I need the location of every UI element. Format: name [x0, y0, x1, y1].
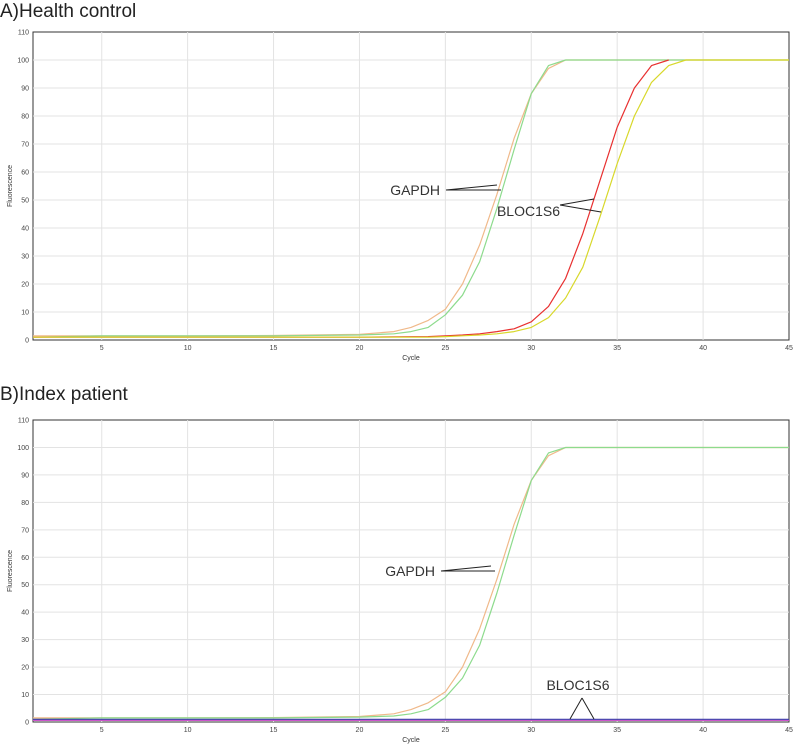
- y-tick-label: 80: [21, 500, 29, 507]
- y-tick-label: 110: [18, 418, 29, 425]
- y-tick-label: 0: [25, 338, 29, 345]
- bloc1s6-callout-pointer: [581, 697, 595, 720]
- y-axis-label: Fluorescence: [7, 550, 14, 592]
- x-tick-label: 20: [356, 727, 364, 734]
- x-tick-label: 35: [613, 727, 621, 734]
- y-tick-label: 100: [17, 445, 29, 452]
- gapdh-callout: GAPDH: [385, 563, 435, 579]
- y-tick-label: 60: [21, 170, 29, 177]
- y-axis-label: Fluorescence: [7, 165, 14, 207]
- y-tick-label: 80: [21, 114, 29, 121]
- y-tick-label: 0: [25, 720, 29, 727]
- series-line-2: [32, 59, 789, 338]
- x-tick-label: 20: [356, 345, 364, 352]
- plot-area: [32, 31, 790, 341]
- gapdh-callout: GAPDH: [390, 182, 440, 198]
- y-tick-label: 70: [21, 142, 29, 149]
- y-tick-label: 20: [21, 282, 29, 289]
- series-line-2: [32, 446, 789, 720]
- x-tick-label: 15: [270, 345, 278, 352]
- x-tick-label: 15: [270, 727, 278, 734]
- gapdh-callout-pointer: [445, 184, 498, 191]
- x-tick-label: 40: [699, 727, 707, 734]
- bloc1s6-callout: BLOC1S6: [546, 677, 609, 693]
- x-tick-label: 25: [441, 727, 449, 734]
- x-tick-label: 10: [184, 727, 192, 734]
- bloc1s6-callout: BLOC1S6: [497, 203, 560, 219]
- x-axis-label: Cycle: [402, 355, 420, 362]
- x-tick-label: 40: [699, 345, 707, 352]
- bloc1s6-callout-pointer: [559, 204, 602, 213]
- y-tick-label: 50: [21, 582, 29, 589]
- x-tick-label: 35: [613, 345, 621, 352]
- x-tick-label: 45: [785, 345, 793, 352]
- y-tick-label: 20: [21, 665, 29, 672]
- x-tick-label: 25: [441, 345, 449, 352]
- y-tick-label: 70: [21, 527, 29, 534]
- bloc1s6-callout-pointer: [569, 697, 583, 720]
- y-tick-label: 10: [21, 692, 29, 699]
- plot-area: [32, 419, 790, 723]
- x-tick-label: 5: [100, 727, 104, 734]
- x-tick-label: 30: [527, 345, 535, 352]
- y-tick-label: 100: [17, 58, 29, 65]
- y-tick-label: 40: [21, 610, 29, 617]
- y-tick-label: 50: [21, 198, 29, 205]
- y-tick-label: 10: [21, 310, 29, 317]
- x-tick-label: 45: [785, 727, 793, 734]
- y-tick-label: 30: [21, 254, 29, 261]
- bloc1s6-callout-pointer: [559, 198, 595, 206]
- gapdh-callout-pointer: [440, 565, 492, 572]
- panel-a-title: A)Health control: [0, 1, 137, 22]
- x-axis-label: Cycle: [402, 737, 420, 744]
- x-tick-label: 30: [527, 727, 535, 734]
- x-tick-label: 5: [100, 345, 104, 352]
- panel-b-title: B)Index patient: [0, 384, 128, 405]
- y-tick-label: 40: [21, 226, 29, 233]
- y-tick-label: 30: [21, 637, 29, 644]
- y-tick-label: 60: [21, 555, 29, 562]
- x-tick-label: 10: [184, 345, 192, 352]
- y-tick-label: 110: [18, 30, 29, 37]
- series-line-4: [33, 59, 789, 338]
- y-tick-label: 90: [21, 472, 29, 479]
- y-tick-label: 90: [21, 86, 29, 93]
